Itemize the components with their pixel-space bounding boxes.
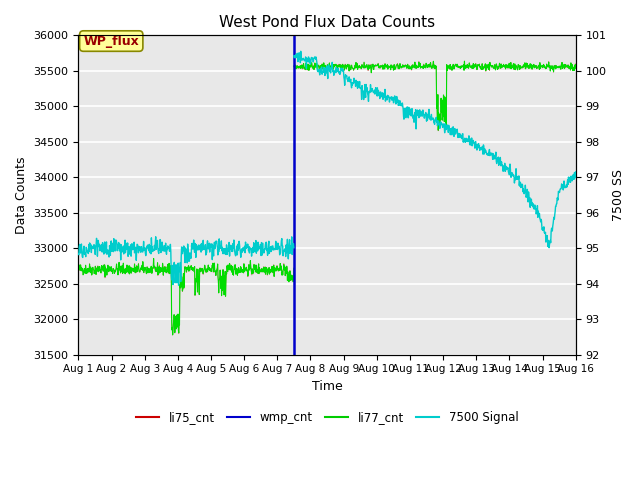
Title: West Pond Flux Data Counts: West Pond Flux Data Counts (219, 15, 435, 30)
Y-axis label: Data Counts: Data Counts (15, 156, 28, 234)
Legend: li75_cnt, wmp_cnt, li77_cnt, 7500 Signal: li75_cnt, wmp_cnt, li77_cnt, 7500 Signal (131, 406, 524, 428)
Text: WP_flux: WP_flux (83, 35, 139, 48)
X-axis label: Time: Time (312, 380, 342, 393)
Y-axis label: 7500 SS: 7500 SS (612, 169, 625, 221)
